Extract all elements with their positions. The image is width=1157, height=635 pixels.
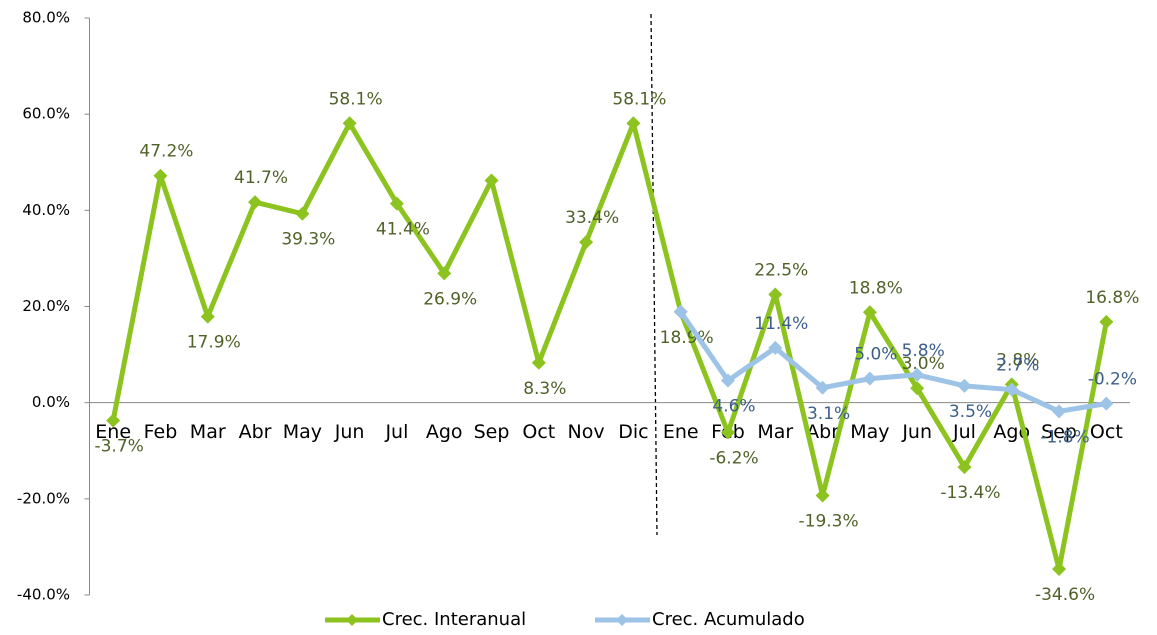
- data-point: [295, 206, 310, 221]
- data-label: 3.8%: [996, 350, 1039, 370]
- x-tick-label: Oct: [522, 421, 555, 443]
- data-label: 17.9%: [187, 333, 241, 353]
- x-tick-label: Jul: [384, 421, 408, 443]
- data-label: 3.0%: [902, 354, 945, 374]
- data-label: 26.9%: [423, 289, 477, 309]
- data-point: [437, 266, 452, 281]
- data-label: 16.8%: [1085, 288, 1139, 308]
- period-divider: [650, 13, 658, 536]
- data-label: 11.4%: [754, 314, 808, 334]
- data-label: -19.3%: [799, 511, 859, 531]
- data-point: [342, 116, 357, 131]
- data-point: [626, 116, 641, 131]
- x-tick-label: Jun: [334, 421, 365, 443]
- x-tick-label: May: [850, 421, 889, 443]
- data-label: 18.8%: [849, 278, 903, 298]
- legend-label: Crec. Acumulado: [652, 609, 805, 630]
- x-tick-label: Jul: [952, 421, 976, 443]
- data-point: [531, 355, 546, 370]
- data-point: [200, 309, 215, 324]
- x-tick-label: Ene: [95, 421, 131, 443]
- data-point: [106, 413, 121, 428]
- x-tick-label: Abr: [806, 421, 839, 443]
- data-label: 3.5%: [949, 402, 992, 422]
- y-tick-label: -40.0%: [17, 586, 70, 604]
- x-tick-label: Sep: [1041, 421, 1077, 443]
- data-label: 4.6%: [712, 397, 755, 417]
- x-tick-label: May: [283, 421, 322, 443]
- data-point: [579, 235, 594, 250]
- data-point: [153, 168, 168, 183]
- y-tick-label: 0.0%: [32, 393, 70, 411]
- x-tick-label: Sep: [474, 421, 510, 443]
- data-point: [1052, 404, 1067, 419]
- data-label: 8.3%: [523, 379, 566, 399]
- data-label: -1.8%: [1040, 427, 1089, 447]
- data-point: [957, 378, 972, 393]
- data-point: [910, 367, 925, 382]
- data-point: [673, 304, 688, 319]
- data-point: [815, 488, 830, 503]
- data-label: -0.2%: [1088, 370, 1137, 390]
- data-point: [389, 196, 404, 211]
- x-tick-label: Mar: [757, 421, 793, 443]
- data-point: [720, 373, 735, 388]
- data-label: -34.6%: [1035, 585, 1095, 605]
- data-label: 58.1%: [612, 89, 666, 109]
- data-label: 5.8%: [902, 341, 945, 361]
- data-label: 3.1%: [807, 404, 850, 424]
- data-point: [957, 460, 972, 475]
- legend-label: Crec. Interanual: [382, 609, 526, 630]
- legend-marker: [346, 614, 358, 626]
- data-point: [910, 381, 925, 396]
- data-point: [720, 425, 735, 440]
- data-point: [768, 340, 783, 355]
- data-label: -3.7%: [94, 436, 143, 456]
- x-tick-label: Ago: [426, 421, 463, 443]
- x-tick-label: Mar: [190, 421, 226, 443]
- data-label: 41.4%: [376, 220, 430, 240]
- data-point: [768, 287, 783, 302]
- series-line: [110, 120, 1109, 572]
- legend-marker: [616, 614, 628, 626]
- y-tick-label: 80.0%: [22, 9, 70, 27]
- data-label: 22.5%: [754, 260, 808, 280]
- data-point: [248, 195, 263, 210]
- x-tick-label: Ene: [663, 421, 699, 443]
- data-point: [862, 371, 877, 386]
- data-label: 2.7%: [996, 356, 1039, 376]
- data-label: 39.3%: [281, 230, 335, 250]
- y-tick-label: 40.0%: [22, 201, 70, 219]
- data-label: 5.0%: [854, 345, 897, 365]
- data-label: 58.1%: [329, 89, 383, 109]
- x-tick-label: Nov: [568, 421, 605, 443]
- data-label: 47.2%: [139, 142, 193, 162]
- y-tick-label: 20.0%: [22, 297, 70, 315]
- x-tick-label: Jun: [901, 421, 932, 443]
- data-label: 41.7%: [234, 168, 288, 188]
- data-point: [1004, 382, 1019, 397]
- data-point: [1099, 396, 1114, 411]
- data-point: [484, 173, 499, 188]
- x-tick-label: Feb: [144, 421, 178, 443]
- x-tick-label: Oct: [1090, 421, 1123, 443]
- series-line: [678, 310, 1107, 414]
- x-tick-label: Abr: [239, 421, 272, 443]
- data-label: -6.2%: [709, 448, 758, 468]
- x-tick-label: Dic: [618, 421, 648, 443]
- data-point: [815, 380, 830, 395]
- y-tick-label: -20.0%: [17, 489, 70, 507]
- data-label: 33.4%: [565, 208, 619, 228]
- data-point: [862, 305, 877, 320]
- data-label: -13.4%: [940, 483, 1000, 503]
- data-point: [1099, 314, 1114, 329]
- data-point: [1052, 562, 1067, 577]
- y-tick-label: 60.0%: [22, 105, 70, 123]
